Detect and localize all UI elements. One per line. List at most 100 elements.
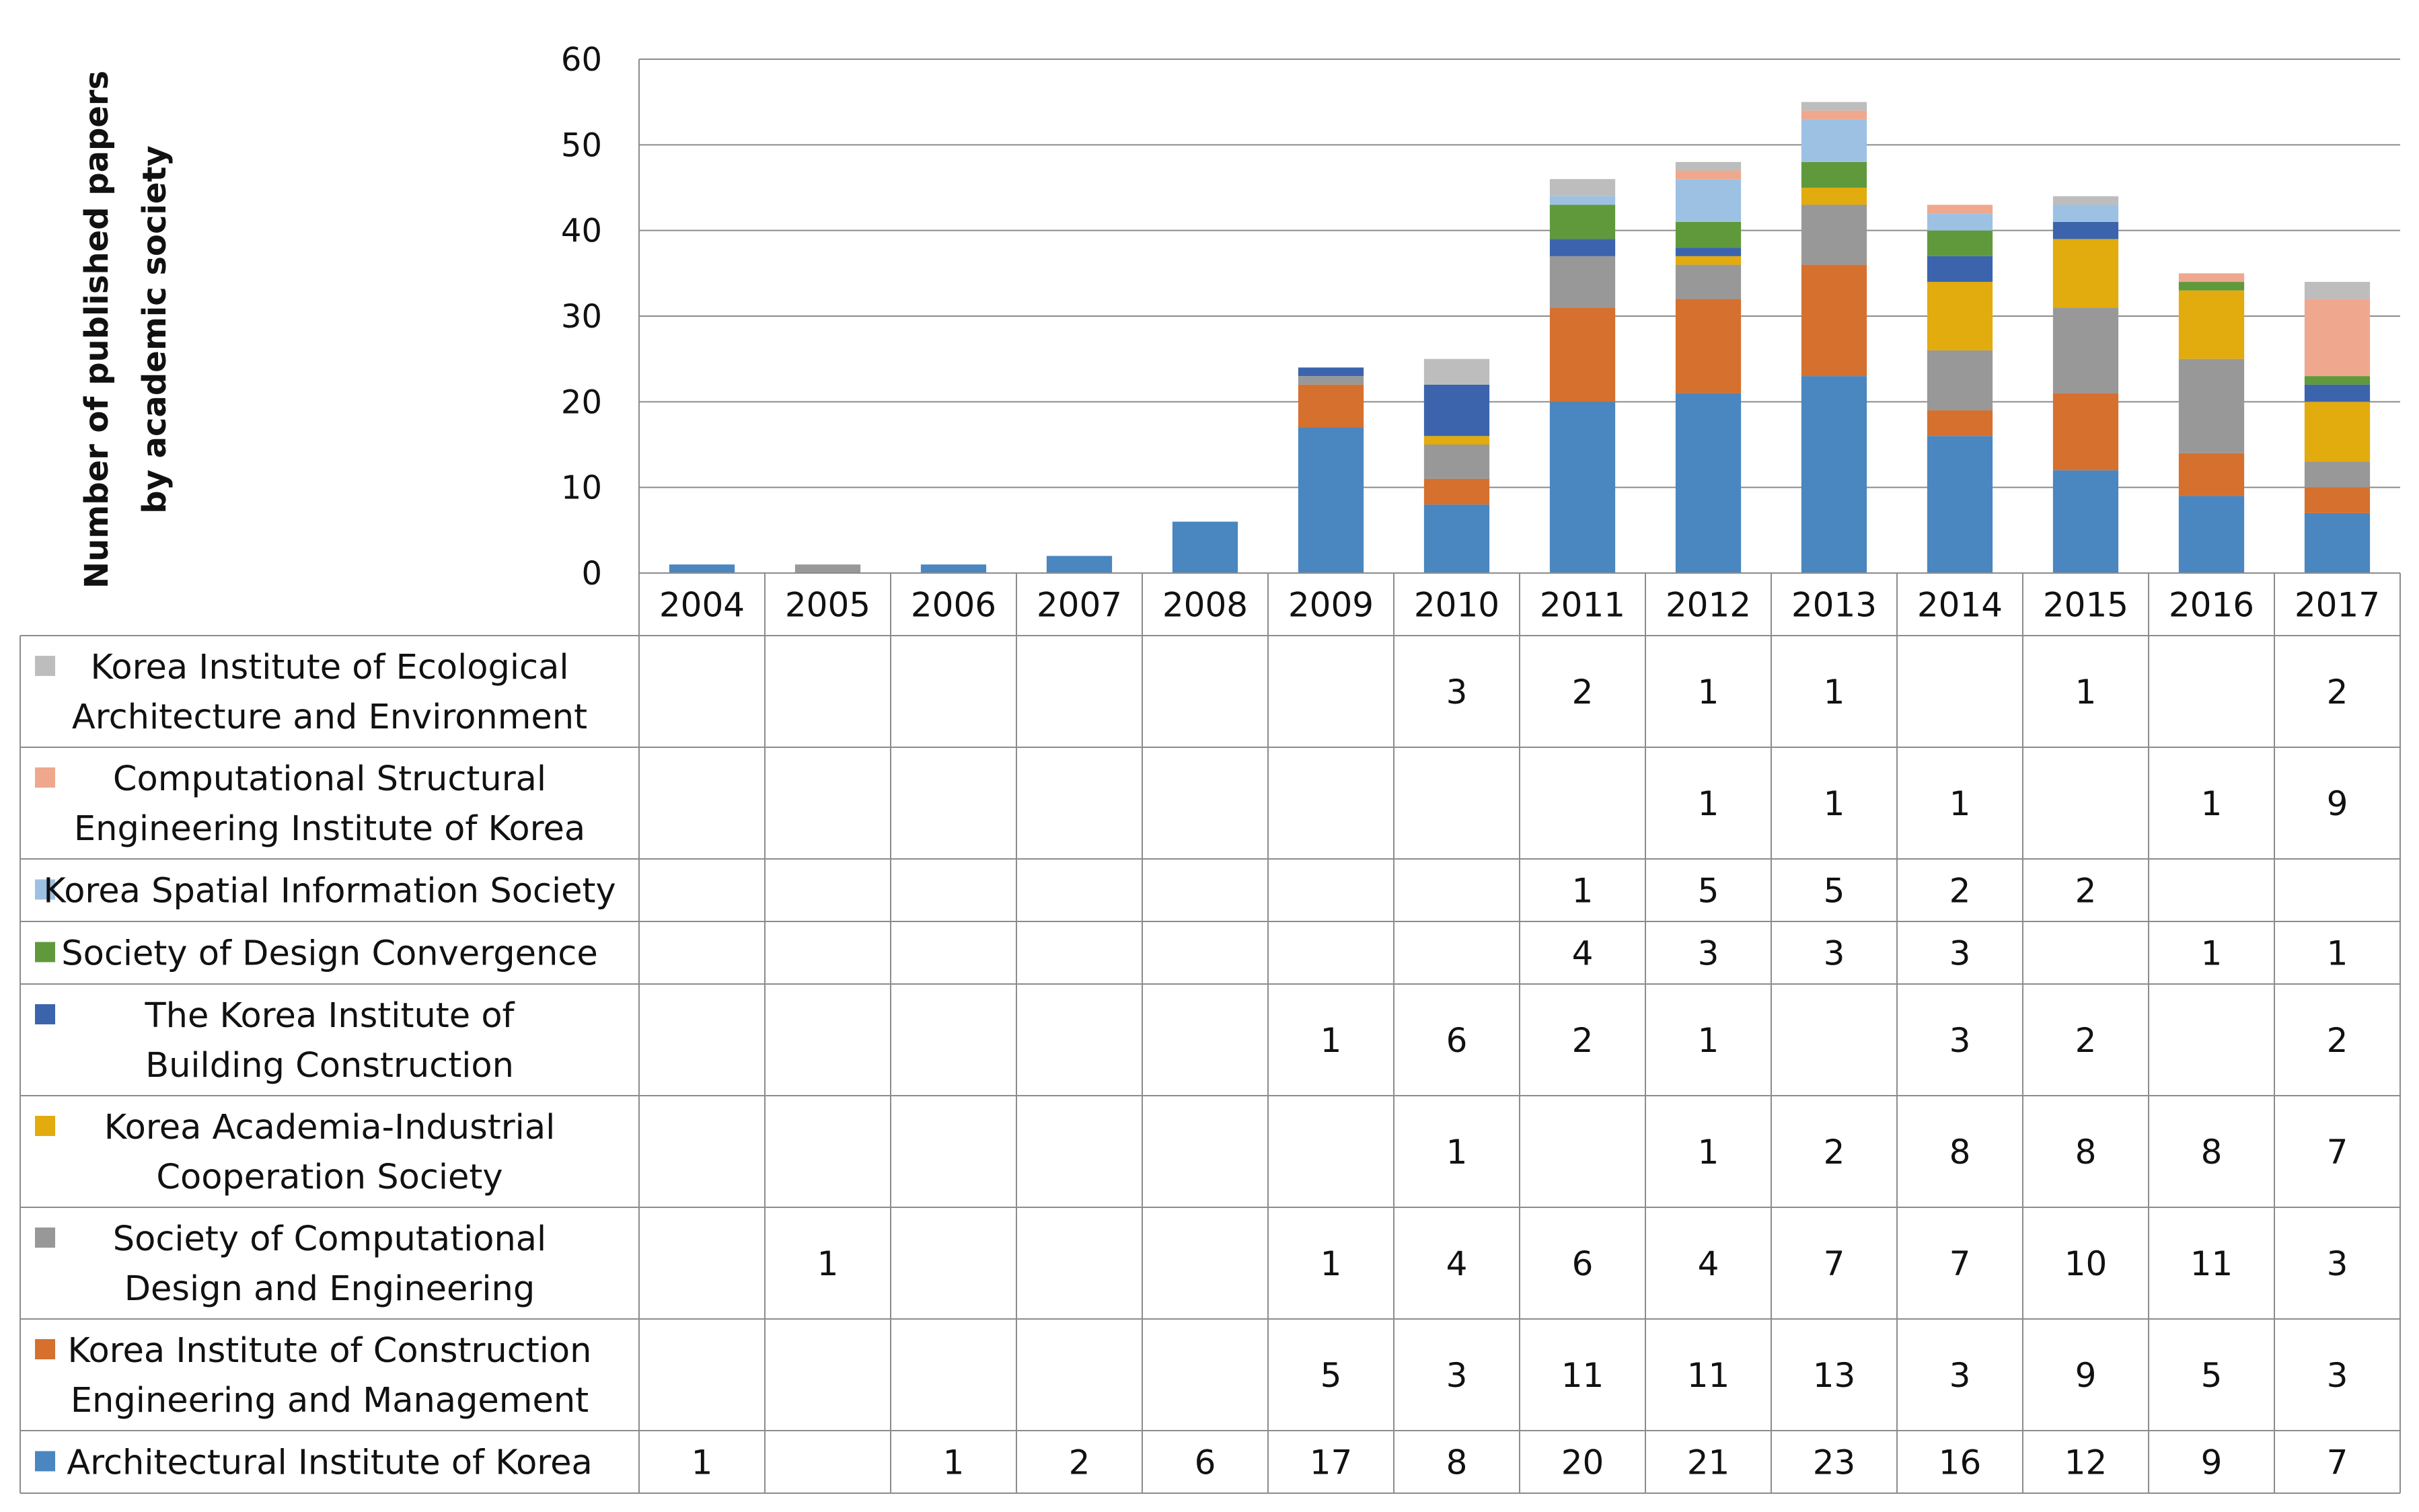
table-cell-value: 5 <box>2201 1356 2223 1395</box>
bar-segment-2013-s2 <box>1801 204 1867 265</box>
bar-segment-2013-s3 <box>1801 188 1867 205</box>
y-tick-label: 30 <box>561 298 602 336</box>
legend-label: Society of Design Convergence <box>61 934 597 974</box>
bar-segment-2016-s7 <box>2178 273 2245 282</box>
year-label-2010: 2010 <box>1414 586 1499 625</box>
table-cell-value: 10 <box>2064 1244 2108 1283</box>
bar-segment-2012-s3 <box>1675 256 1742 265</box>
table-cell-value: 3 <box>2327 1244 2348 1283</box>
table-cell-value: 5 <box>1824 872 1845 911</box>
table-cell-value: 11 <box>1687 1356 1730 1395</box>
table-cell-value: 2 <box>1572 1021 1594 1060</box>
bar-segment-2015-s8 <box>2052 196 2119 205</box>
bar-segment-2011-s5 <box>1549 204 1616 239</box>
bar-segment-2006-s0 <box>920 564 987 573</box>
y-tick-label: 60 <box>561 41 602 79</box>
table-cell-value: 2 <box>2327 1021 2348 1060</box>
bar-segment-2016-s1 <box>2178 453 2245 496</box>
legend-label: The Korea Institute of <box>144 996 515 1036</box>
y-tick-label: 50 <box>561 126 602 164</box>
legend-label: Design and Engineering <box>124 1269 535 1309</box>
bar-segment-2015-s6 <box>2052 204 2119 222</box>
bar-segment-2015-s1 <box>2052 393 2119 471</box>
legend-label: Korea Institute of Construction <box>68 1331 592 1371</box>
table-cell-value: 7 <box>2327 1443 2348 1482</box>
bar-segment-2009-s2 <box>1298 376 1364 385</box>
bar-segment-2013-s1 <box>1801 264 1867 377</box>
year-label-2006: 2006 <box>911 586 996 625</box>
bar-segment-2015-s0 <box>2052 470 2119 573</box>
legend-label: Cooperation Society <box>156 1158 503 1197</box>
bar-segment-2013-s5 <box>1801 161 1867 188</box>
legend-label: Engineering Institute of Korea <box>74 809 585 849</box>
bar-segment-2012-s0 <box>1675 393 1742 573</box>
bar-segment-2010-s2 <box>1423 445 1490 479</box>
table-cell-value: 4 <box>1572 934 1594 973</box>
table-cell-value: 2 <box>2075 872 2097 911</box>
table-cell-value: 1 <box>1320 1244 1342 1283</box>
legend-label: Building Construction <box>145 1046 514 1086</box>
legend-swatch <box>35 1004 55 1024</box>
bar-segment-2010-s0 <box>1423 504 1490 573</box>
table-cell-value: 1 <box>2075 673 2097 712</box>
table-cell-value: 20 <box>1561 1443 1604 1482</box>
table-cell-value: 17 <box>1310 1443 1353 1482</box>
table-cell-value: 1 <box>1698 673 1719 712</box>
table-cell-value: 12 <box>2064 1443 2108 1482</box>
bar-segment-2012-s8 <box>1675 161 1742 171</box>
y-tick-label: 40 <box>561 213 602 250</box>
table-cell-value: 6 <box>1572 1244 1594 1283</box>
table-cell-value: 16 <box>1939 1443 1982 1482</box>
table-cell-value: 1 <box>1698 1021 1719 1060</box>
bar-segment-2017-s0 <box>2304 513 2371 573</box>
table-cell-value: 1 <box>1572 872 1594 911</box>
table-cell-value: 21 <box>1687 1443 1730 1482</box>
legend-label: Korea Academia-Industrial <box>104 1108 556 1147</box>
y-tick-label: 0 <box>581 555 602 593</box>
bar-segment-2017-s8 <box>2304 282 2371 299</box>
legend-swatch <box>35 656 55 676</box>
bar-segment-2011-s8 <box>1549 179 1616 196</box>
bar-segment-2008-s0 <box>1172 521 1238 573</box>
legend-label: Korea Institute of Ecological <box>90 648 568 687</box>
bar-segment-2016-s5 <box>2178 282 2245 291</box>
y-tick-label: 10 <box>561 469 602 507</box>
table-cell-value: 4 <box>1698 1244 1719 1283</box>
table-cell-value: 4 <box>1446 1244 1468 1283</box>
table-cell-value: 8 <box>2075 1133 2097 1172</box>
table-cell-value: 3 <box>1446 673 1468 712</box>
bar-segment-2009-s1 <box>1298 384 1364 428</box>
table-cell-value: 2 <box>1949 872 1971 911</box>
bar-segment-2011-s4 <box>1549 239 1616 256</box>
year-label-2005: 2005 <box>785 586 870 625</box>
table-cell-value: 3 <box>1824 934 1845 973</box>
bar-segment-2017-s7 <box>2304 299 2371 377</box>
bar-segment-2012-s4 <box>1675 248 1742 256</box>
bar-segment-2017-s2 <box>2304 461 2371 488</box>
bar-segment-2017-s5 <box>2304 376 2371 385</box>
bar-segment-2012-s6 <box>1675 179 1742 222</box>
table-cell-value: 8 <box>1949 1133 1971 1172</box>
legend-swatch <box>35 1116 55 1136</box>
year-label-2013: 2013 <box>1791 586 1877 625</box>
bar-segment-2013-s8 <box>1801 102 1867 111</box>
bar-segment-2017-s4 <box>2304 384 2371 402</box>
year-label-2015: 2015 <box>2043 586 2128 625</box>
bar-segment-2009-s4 <box>1298 367 1364 377</box>
bar-segment-2011-s2 <box>1549 256 1616 308</box>
legend-label: Engineering and Management <box>71 1381 589 1421</box>
year-label-2014: 2014 <box>1917 586 2003 625</box>
legend-label: Society of Computational <box>113 1219 546 1259</box>
bar-segment-2005-s2 <box>794 564 861 573</box>
table-cell-value: 7 <box>1824 1244 1845 1283</box>
table-cell-value: 2 <box>1069 1443 1090 1482</box>
year-label-2011: 2011 <box>1540 586 1625 625</box>
bar-segment-2009-s0 <box>1298 427 1364 573</box>
bar-segment-2004-s0 <box>669 564 735 573</box>
table-cell-value: 2 <box>1572 673 1594 712</box>
y-axis-title-line: by academic society <box>136 145 174 513</box>
year-label-2004: 2004 <box>659 586 745 625</box>
bar-segment-2015-s4 <box>2052 221 2119 239</box>
table-cell-value: 2 <box>2075 1021 2097 1060</box>
